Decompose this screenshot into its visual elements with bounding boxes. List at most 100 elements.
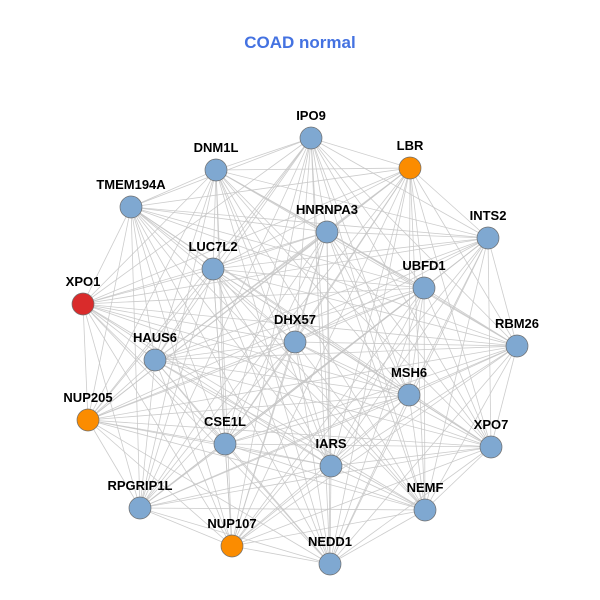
edge-TMEM194A-RPGRIP1L: [130, 206, 141, 509]
edge-LUC7L2-RBM26: [212, 268, 518, 347]
edge-DNM1L-RPGRIP1L: [139, 169, 217, 509]
edge-MSH6-NUP107: [231, 394, 410, 547]
edge-NUP205-RPGRIP1L: [87, 419, 141, 509]
edge-CSE1L-NUP107: [224, 443, 233, 547]
edge-HAUS6-MSH6: [154, 359, 410, 396]
edge-HAUS6-NEDD1: [154, 359, 331, 565]
node-TMEM194A: [119, 195, 143, 219]
edge-TMEM194A-NUP107: [130, 206, 233, 547]
node-LBR: [398, 156, 422, 180]
edge-IPO9-XPO7: [310, 137, 492, 448]
edge-RBM26-NUP205: [87, 345, 518, 421]
edge-XPO7-IARS: [330, 446, 492, 467]
edge-XPO1-MSH6: [82, 303, 410, 396]
edge-RBM26-XPO7: [490, 345, 518, 448]
figure-title: COAD normal: [244, 33, 355, 52]
edge-NUP107-NEDD1: [231, 545, 331, 565]
node-label-IPO9: IPO9: [296, 108, 326, 123]
node-INTS2: [476, 226, 500, 250]
edge-DHX57-RPGRIP1L: [139, 341, 296, 509]
node-CSE1L: [213, 432, 237, 456]
edge-NUP205-NEMF: [87, 419, 426, 511]
edge-IARS-NEMF: [330, 465, 426, 511]
edge-CSE1L-RPGRIP1L: [139, 443, 226, 509]
node-NEMF: [413, 498, 437, 522]
edge-TMEM194A-XPO7: [130, 206, 492, 448]
edge-HAUS6-NUP107: [154, 359, 233, 547]
edge-MSH6-IARS: [330, 394, 410, 467]
edge-TMEM194A-CSE1L: [130, 206, 226, 445]
node-DHX57: [283, 330, 307, 354]
node-UBFD1: [412, 276, 436, 300]
node-NUP205: [76, 408, 100, 432]
edge-LBR-LUC7L2: [212, 167, 411, 270]
node-IARS: [319, 454, 343, 478]
edge-XPO7-RPGRIP1L: [139, 446, 492, 509]
node-label-DHX57: DHX57: [274, 312, 316, 327]
edge-RBM26-RPGRIP1L: [139, 345, 518, 509]
edge-DHX57-RBM26: [294, 341, 518, 347]
edge-DNM1L-XPO1: [82, 169, 217, 305]
edge-LBR-RPGRIP1L: [139, 167, 411, 509]
edge-HNRNPA3-XPO7: [326, 231, 492, 448]
edge-LBR-IARS: [330, 167, 411, 467]
edge-IPO9-LBR: [310, 137, 411, 169]
edge-HAUS6-NEMF: [154, 359, 426, 511]
node-label-XPO1: XPO1: [66, 274, 101, 289]
edge-DNM1L-LUC7L2: [212, 169, 217, 270]
node-label-LUC7L2: LUC7L2: [188, 239, 237, 254]
edge-IPO9-UBFD1: [310, 137, 425, 289]
edge-DHX57-MSH6: [294, 341, 410, 396]
edge-XPO1-HAUS6: [82, 303, 156, 361]
edge-INTS2-MSH6: [408, 237, 489, 396]
edge-LUC7L2-RPGRIP1L: [139, 268, 214, 509]
edge-IPO9-CSE1L: [224, 137, 312, 445]
edge-UBFD1-NEDD1: [329, 287, 425, 565]
edge-INTS2-XPO1: [82, 237, 489, 305]
edge-TMEM194A-HNRNPA3: [130, 206, 328, 233]
edge-INTS2-RBM26: [487, 237, 518, 347]
edge-HAUS6-XPO7: [154, 359, 492, 448]
edge-DHX57-NEMF: [294, 341, 426, 511]
edge-IPO9-NEDD1: [310, 137, 331, 565]
edge-RBM26-HAUS6: [154, 345, 518, 361]
node-label-HAUS6: HAUS6: [133, 330, 177, 345]
edge-NEMF-NUP107: [231, 509, 426, 547]
node-label-NEMF: NEMF: [407, 480, 444, 495]
edge-DNM1L-LBR: [215, 167, 411, 171]
edge-DNM1L-HAUS6: [154, 169, 217, 361]
edge-LBR-TMEM194A: [130, 167, 411, 208]
node-DNM1L: [204, 158, 228, 182]
edge-RBM26-NEMF: [424, 345, 518, 511]
edge-LBR-CSE1L: [224, 167, 411, 445]
edge-DNM1L-INTS2: [215, 169, 489, 239]
edge-IPO9-XPO1: [82, 137, 312, 305]
node-label-HNRNPA3: HNRNPA3: [296, 202, 358, 217]
nodes-layer: [71, 126, 529, 576]
edge-HAUS6-NUP205: [87, 359, 156, 421]
edge-CSE1L-NEMF: [224, 443, 426, 511]
edge-MSH6-NEDD1: [329, 394, 410, 565]
edge-DNM1L-NEMF: [215, 169, 426, 511]
edge-UBFD1-XPO1: [82, 287, 425, 305]
node-IPO9: [299, 126, 323, 150]
node-label-XPO7: XPO7: [474, 417, 509, 432]
node-HAUS6: [143, 348, 167, 372]
edge-INTS2-LUC7L2: [212, 237, 489, 270]
edge-DHX57-XPO7: [294, 341, 492, 448]
edge-TMEM194A-IARS: [130, 206, 332, 467]
node-label-RPGRIP1L: RPGRIP1L: [107, 478, 172, 493]
edge-DHX57-NUP205: [87, 341, 296, 421]
node-RBM26: [505, 334, 529, 358]
edge-INTS2-IARS: [330, 237, 489, 467]
edge-UBFD1-RBM26: [423, 287, 518, 347]
node-label-INTS2: INTS2: [470, 208, 507, 223]
edge-LUC7L2-DHX57: [212, 268, 296, 343]
edge-MSH6-NEMF: [408, 394, 426, 511]
edge-UBFD1-NUP205: [87, 287, 425, 421]
edge-XPO1-NUP205: [82, 303, 89, 421]
edge-IPO9-NEMF: [310, 137, 426, 511]
edge-XPO1-RBM26: [82, 303, 518, 347]
edge-DNM1L-IARS: [215, 169, 332, 467]
